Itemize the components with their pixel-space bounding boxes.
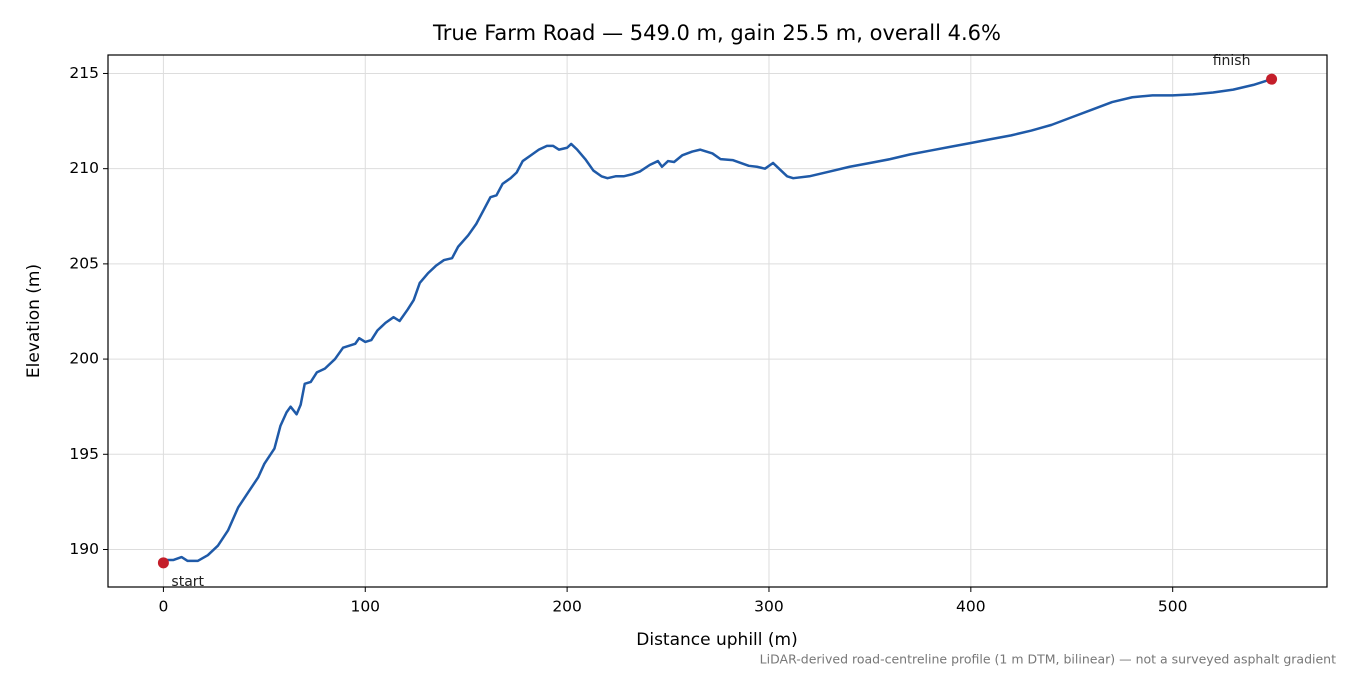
x-tick-label: 0 (158, 598, 168, 616)
y-tick-label: 205 (69, 254, 99, 272)
y-axis-label: Elevation (m) (24, 264, 44, 378)
y-tick-label: 200 (69, 350, 99, 368)
y-tick-label: 215 (69, 64, 99, 82)
x-tick-label: 500 (1158, 598, 1188, 616)
endpoint-marker (1266, 73, 1278, 85)
x-tick-label: 300 (754, 598, 784, 616)
endpoint-marker (157, 557, 169, 569)
y-tick-label: 190 (69, 540, 99, 558)
x-axis-label: Distance uphill (m) (636, 630, 797, 650)
footnote: LiDAR-derived road-centreline profile (1… (760, 652, 1336, 667)
x-tick-label: 200 (552, 598, 582, 616)
plot-frame (107, 54, 1328, 588)
chart-title: True Farm Road — 549.0 m, gain 25.5 m, o… (432, 21, 1001, 45)
x-tick-label: 400 (956, 598, 986, 616)
endpoint-label: finish (1213, 53, 1251, 69)
y-tick-label: 195 (69, 445, 99, 463)
x-tick-label: 100 (350, 598, 380, 616)
y-tick-label: 210 (69, 159, 99, 177)
endpoint-label: start (171, 574, 204, 590)
profile-line (163, 77, 1272, 563)
